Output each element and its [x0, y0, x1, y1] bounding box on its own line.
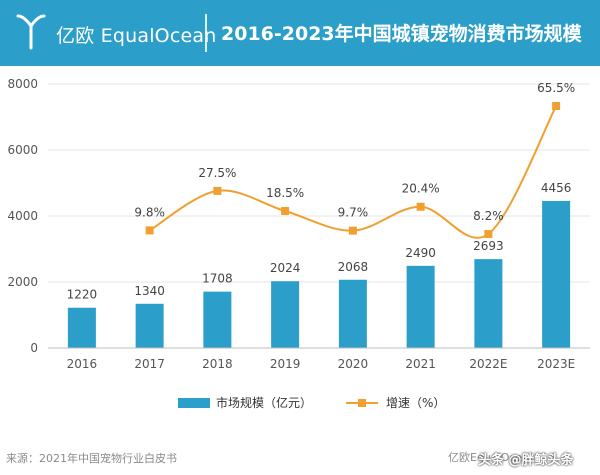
x-tick-label: 2016: [67, 357, 98, 371]
growth-point-2020: [348, 226, 357, 235]
grid-lines: [48, 83, 590, 283]
watermark: 头条 @胖鲸头条: [478, 453, 574, 468]
bar-series: [67, 200, 571, 348]
market-size-chart: 0 2000 4000 6000 8000 1220 1340 1708 2024 2068 24…: [7, 77, 590, 410]
bar-value-label: 2068: [338, 260, 369, 274]
x-tick-label: 2017: [134, 357, 165, 371]
y-tick-label: 8000: [7, 77, 38, 91]
growth-value-label: 8.2%: [473, 209, 504, 223]
y-tick-label: 0: [30, 341, 38, 355]
growth-point-2017: [145, 226, 154, 235]
legend: 市场规模（亿元） 增速（%）: [178, 395, 445, 410]
growth-value-label: 9.8%: [134, 205, 165, 219]
bar-value-label: 1708: [202, 272, 233, 286]
bar-2023E: [542, 200, 571, 348]
bar-value-label: 2490: [405, 246, 436, 260]
header-banner: 亿欧 EqualOcean 2016-2023年中国城镇宠物消费市场规模: [0, 0, 600, 66]
growth-value-label: 9.7%: [338, 206, 369, 220]
source-note: 来源：2021年中国宠物行业白皮书: [6, 452, 177, 465]
bar-value-label: 2693: [473, 239, 504, 253]
growth-point-2022E: [484, 230, 493, 238]
growth-value-label: 18.5%: [266, 186, 304, 200]
x-tick-label: 2021: [405, 357, 436, 371]
x-tick-label: 2019: [270, 357, 301, 371]
growth-point-2021: [416, 202, 425, 211]
y-tick-label: 6000: [7, 143, 38, 157]
x-tick-label: 2018: [202, 357, 233, 371]
growth-point-2018: [213, 186, 222, 195]
legend-label-growth: 增速（%）: [386, 396, 445, 410]
legend-swatch-market-size: [178, 398, 210, 408]
x-axis: 2016 2017 2018 2019 2020 2021 2022E 2023E: [48, 347, 590, 371]
y-axis: 0 2000 4000 6000 8000: [7, 77, 38, 355]
legend-swatch-growth-marker: [358, 399, 366, 407]
growth-line-series: 9.8% 27.5% 18.5% 9.7% 20.4% 8.2% 65.5%: [134, 81, 575, 239]
bar-value-label: 4456: [541, 181, 572, 195]
equalocean-logo-icon: [16, 14, 46, 50]
growth-point-2023E: [552, 102, 561, 110]
growth-value-label: 20.4%: [402, 182, 440, 196]
bar-2016: [67, 307, 96, 348]
chart-title: 2016-2023年中国城镇宠物消费市场规模: [221, 23, 582, 45]
bar-2022E: [474, 259, 503, 348]
bar-value-label: 2024: [270, 261, 301, 275]
growth-point-2019: [281, 206, 290, 215]
legend-label-market-size: 市场规模（亿元）: [216, 395, 312, 410]
bar-value-label: 1220: [67, 288, 98, 302]
growth-value-label: 65.5%: [537, 81, 575, 95]
y-tick-label: 4000: [7, 209, 38, 223]
bar-value-label: 1340: [134, 284, 165, 298]
logo-text: 亿欧 EqualOcean: [56, 25, 217, 47]
growth-value-label: 27.5%: [198, 166, 236, 180]
x-tick-label: 2022E: [469, 357, 507, 371]
header-divider: [205, 14, 207, 52]
x-tick-label: 2023E: [537, 357, 575, 371]
bar-2017: [135, 303, 164, 348]
bar-2018: [203, 291, 232, 348]
y-tick-label: 2000: [7, 275, 38, 289]
bar-2020: [338, 279, 367, 348]
bar-2019: [271, 281, 300, 348]
footer-brand: 亿欧EqualOce: [448, 451, 523, 464]
bar-labels: 1220 1340 1708 2024 2068 2490 2693 4456: [67, 181, 572, 302]
bar-2021: [406, 265, 435, 348]
x-tick-label: 2020: [338, 357, 369, 371]
